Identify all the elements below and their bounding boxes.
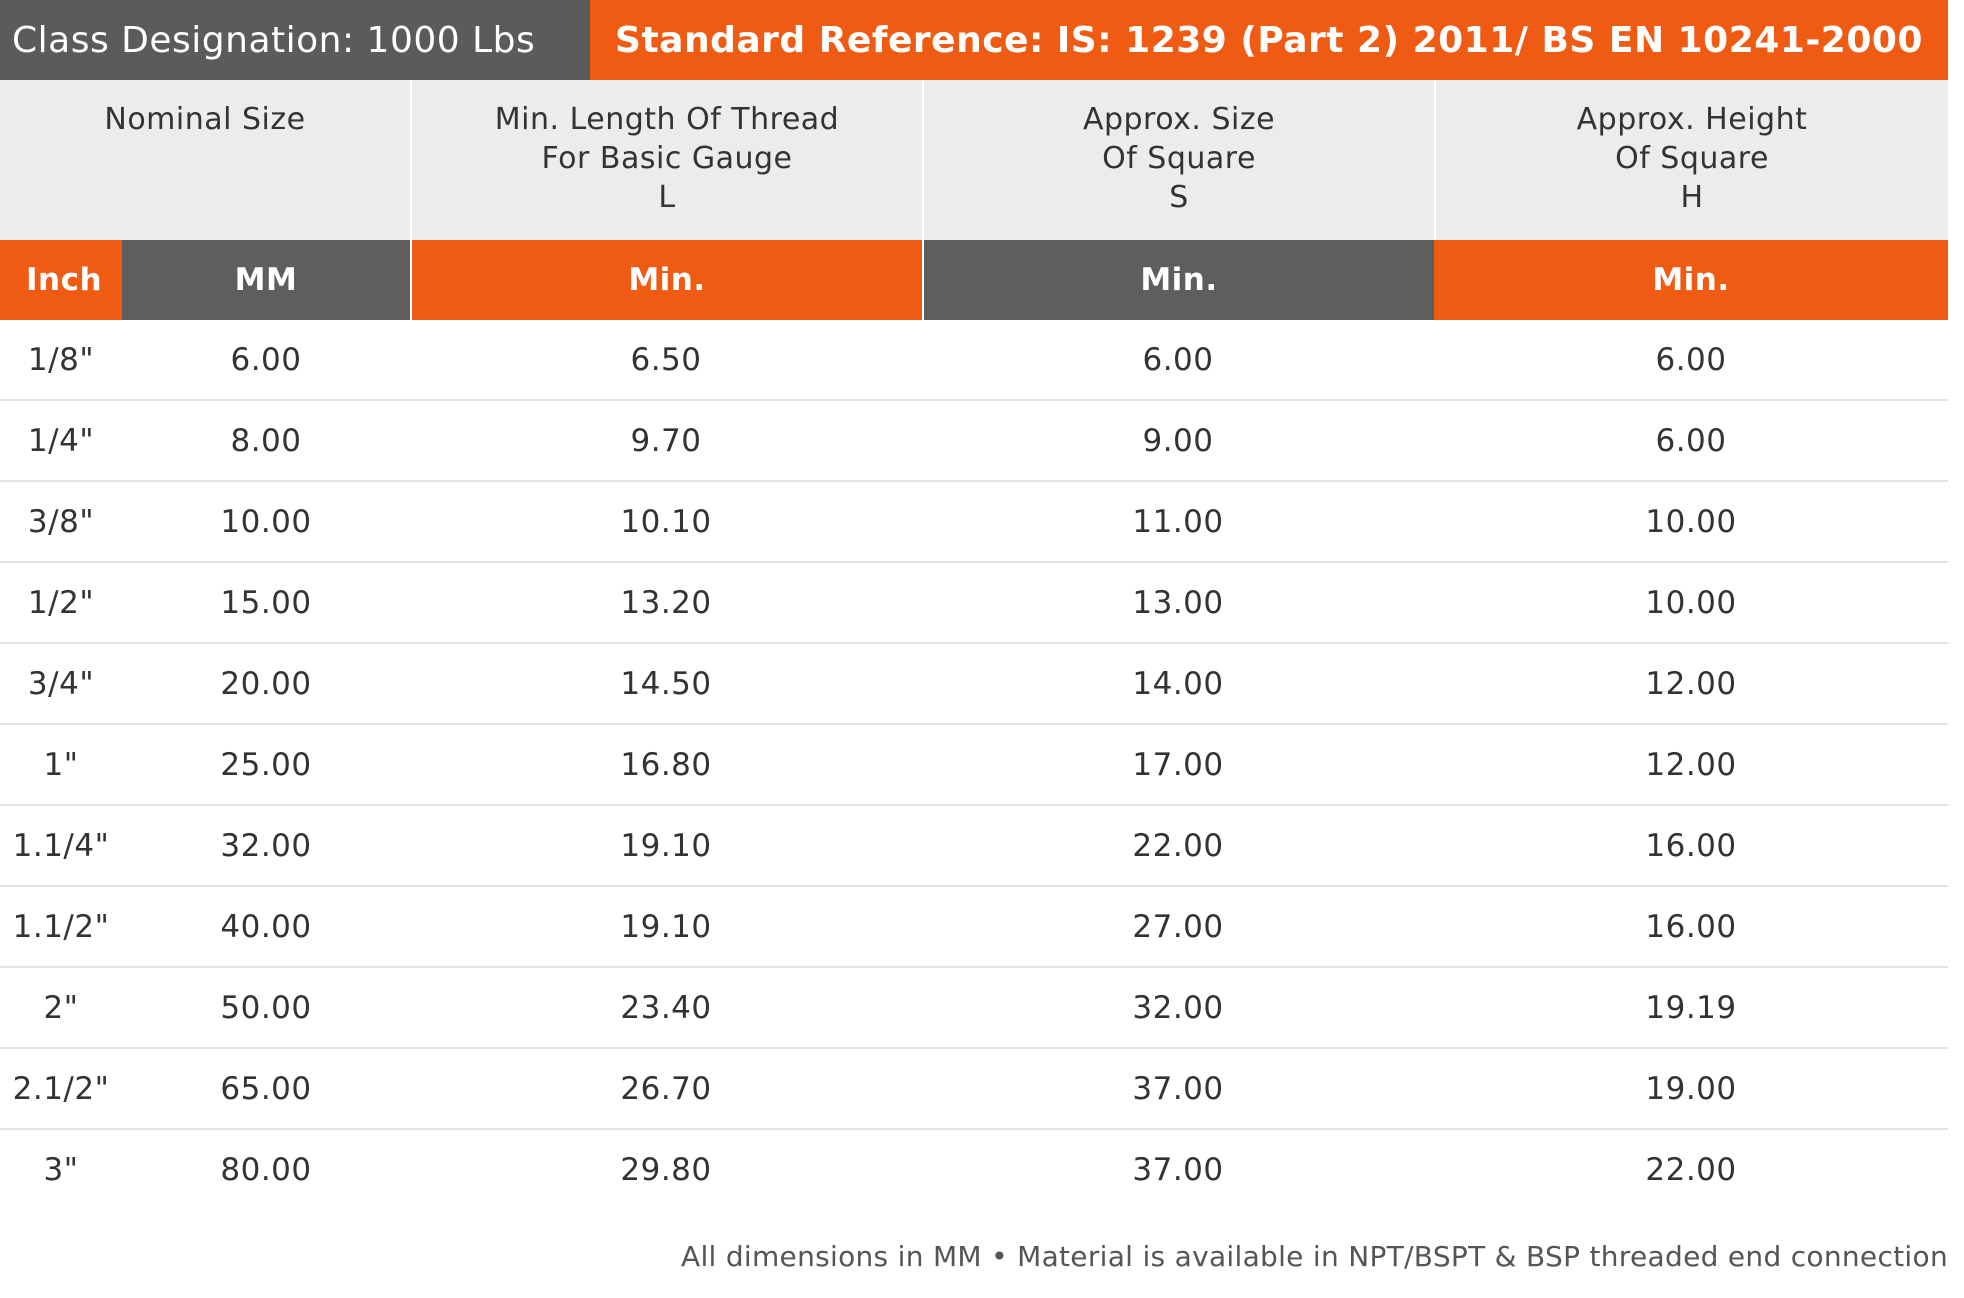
column-header-row: Nominal Size Min. Length Of Thread For B… bbox=[0, 80, 1948, 240]
cell-square-size: 6.00 bbox=[1142, 341, 1214, 378]
cell-mm: 20.00 bbox=[220, 665, 312, 702]
cell-thread-length: 13.20 bbox=[620, 584, 712, 621]
cell-thread-length: 19.10 bbox=[620, 827, 712, 864]
cell-mm: 15.00 bbox=[220, 584, 312, 621]
header-line: Approx. Height bbox=[1576, 102, 1808, 137]
table-row: 1/2" 15.00 13.20 13.00 10.00 bbox=[0, 563, 1948, 644]
table-body: 1/8" 6.00 6.50 6.00 6.00 1/4" 8.00 9.70 … bbox=[0, 320, 1948, 1209]
header-line: Of Square bbox=[1102, 141, 1256, 176]
table-row: 2" 50.00 23.40 32.00 19.19 bbox=[0, 968, 1948, 1049]
cell-square-height: 16.00 bbox=[1645, 827, 1737, 864]
table-row: 3" 80.00 29.80 37.00 22.00 bbox=[0, 1130, 1948, 1209]
cell-thread-length: 29.80 bbox=[620, 1151, 712, 1188]
header-square-size: Approx. Size Of Square S bbox=[922, 80, 1434, 240]
cell-inch: 1" bbox=[43, 746, 79, 783]
subheader-min-height: Min. bbox=[1434, 240, 1948, 320]
table-row: 1.1/4" 32.00 19.10 22.00 16.00 bbox=[0, 806, 1948, 887]
cell-thread-length: 14.50 bbox=[620, 665, 712, 702]
cell-mm: 40.00 bbox=[220, 908, 312, 945]
cell-square-size: 32.00 bbox=[1132, 989, 1224, 1026]
table-row: 2.1/2" 65.00 26.70 37.00 19.00 bbox=[0, 1049, 1948, 1130]
table-row: 1" 25.00 16.80 17.00 12.00 bbox=[0, 725, 1948, 806]
cell-inch: 3" bbox=[43, 1151, 79, 1188]
cell-square-height: 12.00 bbox=[1645, 746, 1737, 783]
table-row: 1.1/2" 40.00 19.10 27.00 16.00 bbox=[0, 887, 1948, 968]
cell-thread-length: 10.10 bbox=[620, 503, 712, 540]
cell-mm: 80.00 bbox=[220, 1151, 312, 1188]
cell-square-height: 10.00 bbox=[1645, 503, 1737, 540]
header-line: H bbox=[1680, 180, 1704, 215]
table-row: 3/4" 20.00 14.50 14.00 12.00 bbox=[0, 644, 1948, 725]
cell-inch: 1/8" bbox=[27, 341, 95, 378]
cell-square-height: 19.19 bbox=[1645, 989, 1737, 1026]
subheader-min-size: Min. bbox=[922, 240, 1434, 320]
cell-mm: 10.00 bbox=[220, 503, 312, 540]
cell-mm: 8.00 bbox=[230, 422, 302, 459]
cell-square-height: 10.00 bbox=[1645, 584, 1737, 621]
cell-square-size: 27.00 bbox=[1132, 908, 1224, 945]
header-line: Approx. Size bbox=[1082, 102, 1276, 137]
title-bar: Class Designation: 1000 Lbs Standard Ref… bbox=[0, 0, 1948, 80]
cell-square-height: 6.00 bbox=[1655, 422, 1727, 459]
cell-square-height: 6.00 bbox=[1655, 341, 1727, 378]
cell-square-height: 19.00 bbox=[1645, 1070, 1737, 1107]
cell-square-size: 37.00 bbox=[1132, 1151, 1224, 1188]
table-row: 1/4" 8.00 9.70 9.00 6.00 bbox=[0, 401, 1948, 482]
cell-inch: 1/2" bbox=[27, 584, 95, 621]
table-row: 1/8" 6.00 6.50 6.00 6.00 bbox=[0, 320, 1948, 401]
cell-square-size: 11.00 bbox=[1132, 503, 1224, 540]
cell-thread-length: 23.40 bbox=[620, 989, 712, 1026]
header-line: L bbox=[658, 180, 676, 215]
cell-thread-length: 9.70 bbox=[630, 422, 702, 459]
subheader-inch: Inch bbox=[0, 240, 122, 320]
header-line: Nominal Size bbox=[104, 102, 306, 137]
cell-square-size: 13.00 bbox=[1132, 584, 1224, 621]
cell-inch: 2" bbox=[43, 989, 79, 1026]
header-line: S bbox=[1169, 180, 1189, 215]
header-thread-length: Min. Length Of Thread For Basic Gauge L bbox=[410, 80, 922, 240]
header-line: For Basic Gauge bbox=[541, 141, 793, 176]
cell-inch: 2.1/2" bbox=[12, 1070, 110, 1107]
cell-thread-length: 16.80 bbox=[620, 746, 712, 783]
cell-square-size: 22.00 bbox=[1132, 827, 1224, 864]
header-square-height: Approx. Height Of Square H bbox=[1434, 80, 1948, 240]
cell-square-size: 17.00 bbox=[1132, 746, 1224, 783]
cell-mm: 65.00 bbox=[220, 1070, 312, 1107]
cell-mm: 6.00 bbox=[230, 341, 302, 378]
cell-inch: 3/8" bbox=[27, 503, 95, 540]
cell-square-size: 9.00 bbox=[1142, 422, 1214, 459]
cell-square-height: 16.00 bbox=[1645, 908, 1737, 945]
cell-square-size: 14.00 bbox=[1132, 665, 1224, 702]
table-row: 3/8" 10.00 10.10 11.00 10.00 bbox=[0, 482, 1948, 563]
header-line: Of Square bbox=[1615, 141, 1769, 176]
cell-inch: 3/4" bbox=[27, 665, 95, 702]
cell-thread-length: 19.10 bbox=[620, 908, 712, 945]
cell-square-size: 37.00 bbox=[1132, 1070, 1224, 1107]
subheader-mm: MM bbox=[122, 240, 410, 320]
cell-square-height: 22.00 bbox=[1645, 1151, 1737, 1188]
footnote: All dimensions in MM • Material is avail… bbox=[681, 1240, 1948, 1273]
header-line: Min. Length Of Thread bbox=[494, 102, 840, 137]
cell-thread-length: 6.50 bbox=[630, 341, 702, 378]
cell-mm: 32.00 bbox=[220, 827, 312, 864]
standard-reference: Standard Reference: IS: 1239 (Part 2) 20… bbox=[590, 0, 1948, 80]
cell-thread-length: 26.70 bbox=[620, 1070, 712, 1107]
subheader-min-thread: Min. bbox=[410, 240, 922, 320]
cell-inch: 1.1/4" bbox=[12, 827, 110, 864]
cell-inch: 1/4" bbox=[27, 422, 95, 459]
cell-mm: 25.00 bbox=[220, 746, 312, 783]
cell-inch: 1.1/2" bbox=[12, 908, 110, 945]
sub-header-row: Inch MM Min. Min. Min. bbox=[0, 240, 1948, 320]
class-designation: Class Designation: 1000 Lbs bbox=[0, 0, 590, 80]
cell-square-height: 12.00 bbox=[1645, 665, 1737, 702]
header-nominal-size: Nominal Size bbox=[0, 80, 410, 240]
cell-mm: 50.00 bbox=[220, 989, 312, 1026]
